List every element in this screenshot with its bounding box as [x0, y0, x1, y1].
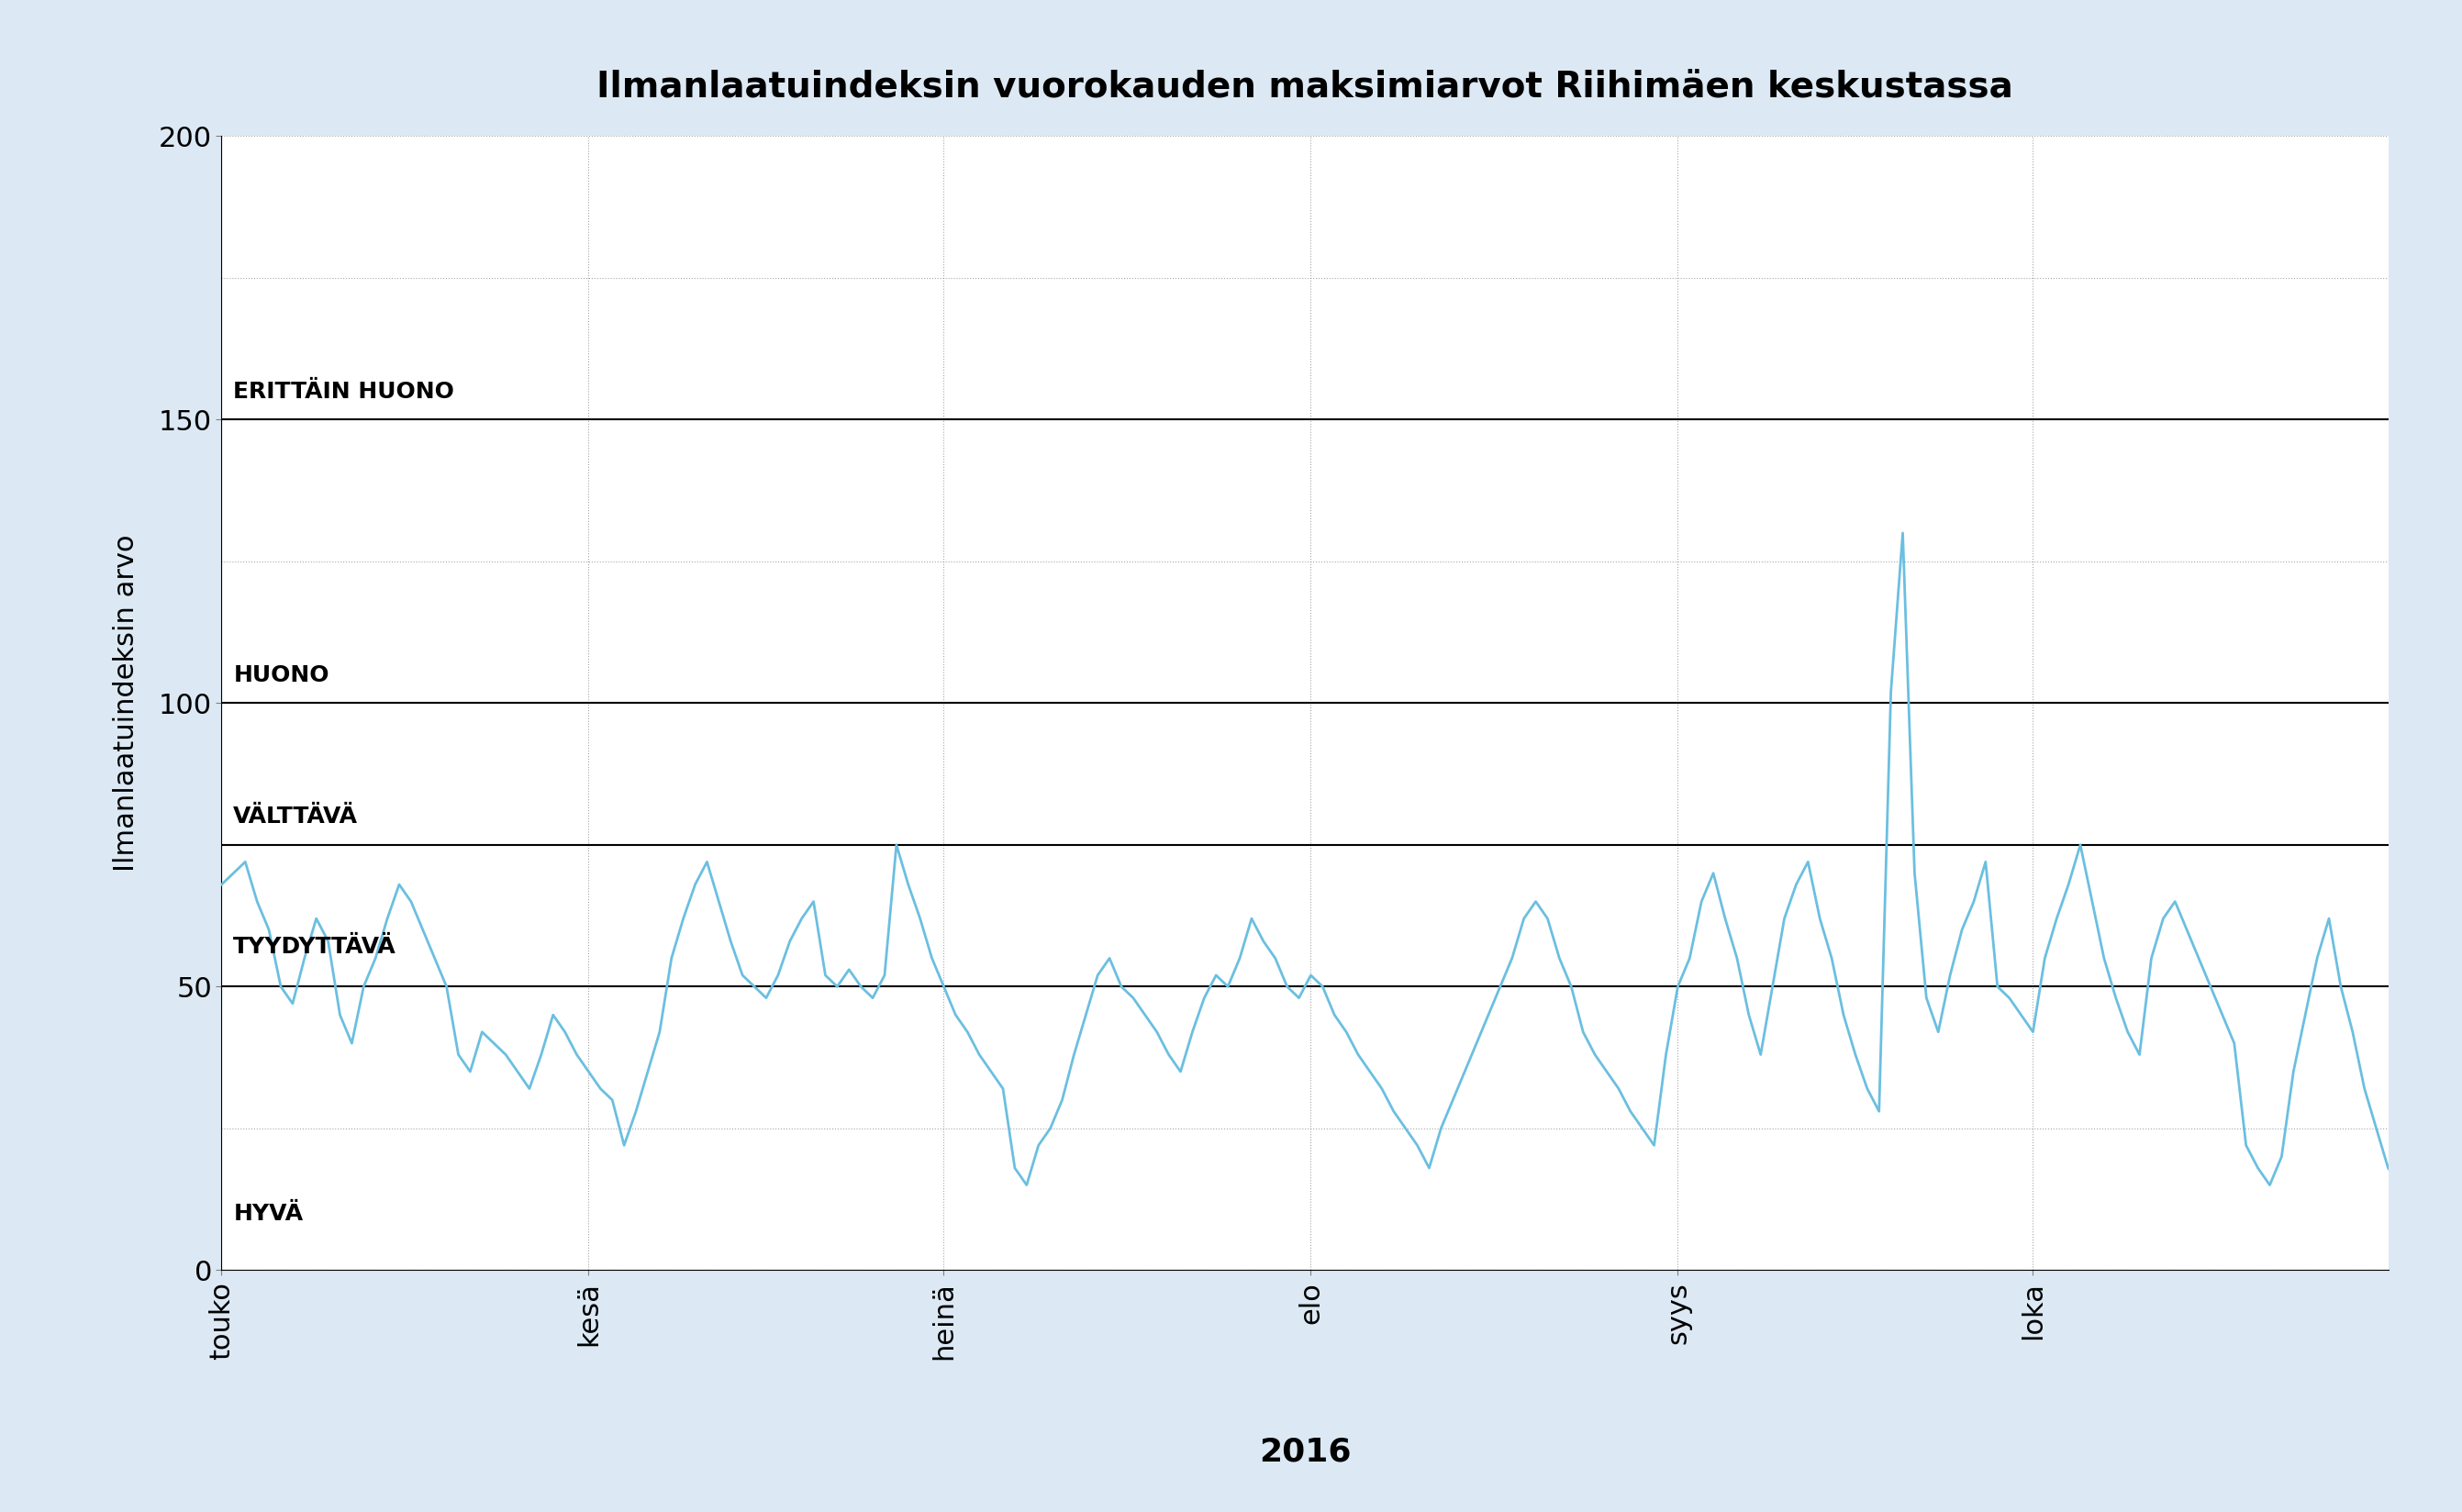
Y-axis label: Ilmanlaatuindeksin arvo: Ilmanlaatuindeksin arvo: [113, 535, 140, 871]
X-axis label: 2016: 2016: [1258, 1436, 1352, 1467]
Title: Ilmanlaatuindeksin vuorokauden maksimiarvot Riihimäen keskustassa: Ilmanlaatuindeksin vuorokauden maksimiar…: [596, 71, 2014, 106]
Text: HUONO: HUONO: [234, 664, 330, 686]
Text: ERITTÄIN HUONO: ERITTÄIN HUONO: [234, 381, 455, 402]
Text: TYYDYTTÄVÄ: TYYDYTTÄVÄ: [234, 936, 396, 959]
Text: VÄLTTÄVÄ: VÄLTTÄVÄ: [234, 806, 357, 829]
Text: HYVÄ: HYVÄ: [234, 1202, 303, 1225]
